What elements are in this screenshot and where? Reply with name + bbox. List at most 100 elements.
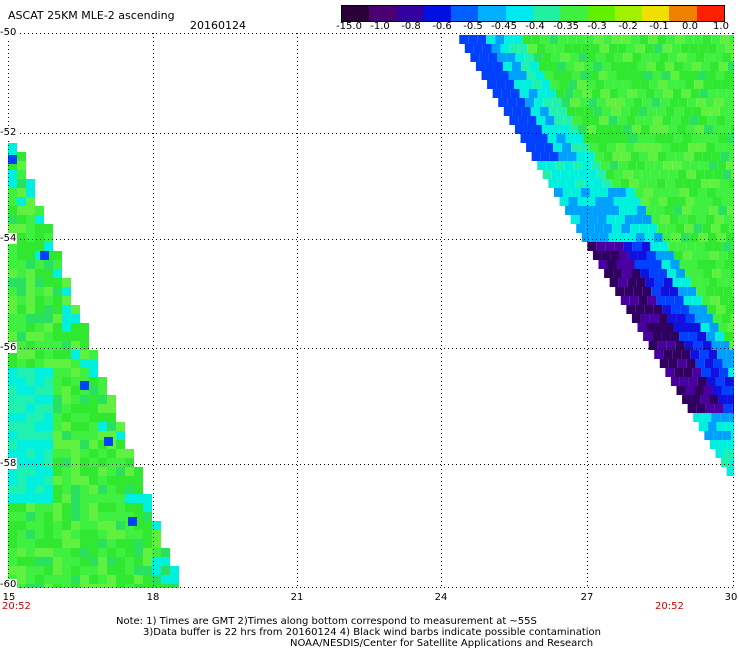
swath-cell xyxy=(678,287,688,296)
swath-cell xyxy=(637,62,647,71)
colorbar-label: -0.6 xyxy=(432,21,452,32)
swath-cell xyxy=(17,341,26,350)
swath-cell xyxy=(580,71,590,80)
swath-cell xyxy=(26,287,35,296)
note-line-2: 3)Data buffer is 22 hrs from 20160124 4)… xyxy=(143,627,601,638)
swath-cell xyxy=(622,80,632,89)
swath-cell xyxy=(635,233,645,242)
swath-cell xyxy=(570,215,580,224)
swath-cell xyxy=(26,566,35,575)
swath-cell xyxy=(700,251,710,260)
swath-cell xyxy=(707,305,717,314)
swath-cell xyxy=(718,323,728,332)
swath-cell xyxy=(464,44,474,53)
swath-cell xyxy=(35,251,44,260)
swath-cell xyxy=(510,89,520,98)
swath-cell xyxy=(26,485,35,494)
swath-cell xyxy=(71,431,80,440)
swath-cell xyxy=(730,458,734,467)
swath-cell xyxy=(35,395,44,404)
swath-cell xyxy=(89,386,98,395)
swath-cell xyxy=(17,575,26,584)
swath-cell xyxy=(605,242,615,251)
swath-cell xyxy=(721,197,731,206)
swath-cell xyxy=(44,224,53,233)
swath-cell xyxy=(8,314,17,323)
swath-cell xyxy=(116,485,125,494)
swath-cell xyxy=(705,98,715,107)
swath-cell xyxy=(44,521,53,530)
swath-cell xyxy=(17,386,26,395)
swath-cell xyxy=(116,575,125,584)
swath-cell xyxy=(98,494,107,503)
swath-cell xyxy=(712,80,722,89)
swath-cell xyxy=(98,422,107,431)
colorbar-label: -0.3 xyxy=(587,21,607,32)
colorbar-label: -0.2 xyxy=(618,21,638,32)
swath-cell xyxy=(657,224,667,233)
swath-cell xyxy=(514,80,524,89)
swath-cell xyxy=(152,530,161,539)
swath-cell xyxy=(642,287,652,296)
swath-cell xyxy=(35,521,44,530)
swath-cell xyxy=(623,242,633,251)
swath-cell xyxy=(643,332,653,341)
swath-cell xyxy=(17,494,26,503)
swath-cell xyxy=(636,89,646,98)
swath-cell xyxy=(44,296,53,305)
swath-cell xyxy=(662,233,672,242)
swath-cell xyxy=(662,116,672,125)
swath-cell xyxy=(654,89,664,98)
swath-cell xyxy=(539,107,549,116)
swath-cell xyxy=(675,341,685,350)
swath-cell xyxy=(581,233,591,242)
swath-cell xyxy=(26,179,35,188)
swath-cell xyxy=(532,80,542,89)
x-tick-4: 27 xyxy=(580,592,594,603)
swath-cell xyxy=(631,314,641,323)
swath-cell xyxy=(98,548,107,557)
swath-cell xyxy=(555,161,565,170)
swath-cell xyxy=(629,296,639,305)
swath-cell xyxy=(107,467,116,476)
colorbar-swatch xyxy=(396,6,424,21)
swath-cell xyxy=(125,575,134,584)
swath-cell xyxy=(53,458,62,467)
swath-cell xyxy=(529,134,539,143)
swath-cell xyxy=(691,323,701,332)
swath-cell xyxy=(125,485,134,494)
swath-cell xyxy=(107,413,116,422)
swath-cell xyxy=(26,512,35,521)
swath-cell xyxy=(655,62,665,71)
swath-cell xyxy=(643,188,653,197)
swath-cell xyxy=(640,269,650,278)
swath-cell xyxy=(667,125,677,134)
swath-cell xyxy=(98,503,107,512)
swath-cell xyxy=(659,242,669,251)
swath-cell xyxy=(659,53,669,62)
swath-cell xyxy=(523,80,533,89)
swath-cell xyxy=(573,161,583,170)
swath-cell xyxy=(17,431,26,440)
x-tick-5: 30 xyxy=(724,592,738,603)
swath-cell xyxy=(80,395,89,404)
swath-cell xyxy=(527,116,537,125)
swath-cell xyxy=(577,125,587,134)
swath-cell xyxy=(725,233,734,242)
swath-cell xyxy=(98,575,107,584)
swath-cell xyxy=(607,71,617,80)
swath-cell xyxy=(695,53,705,62)
swath-cell xyxy=(475,62,485,71)
swath-cell xyxy=(673,323,683,332)
swath-cell xyxy=(681,89,691,98)
swath-cell xyxy=(713,170,723,179)
swath-cell xyxy=(700,134,710,143)
swath-cell xyxy=(664,323,674,332)
swath-cell xyxy=(646,251,656,260)
swath-cell xyxy=(143,521,152,530)
swath-cell xyxy=(537,161,547,170)
swath-cell xyxy=(152,539,161,548)
swath-cell xyxy=(616,260,626,269)
swath-cell xyxy=(663,278,673,287)
swath-cell xyxy=(107,584,116,588)
